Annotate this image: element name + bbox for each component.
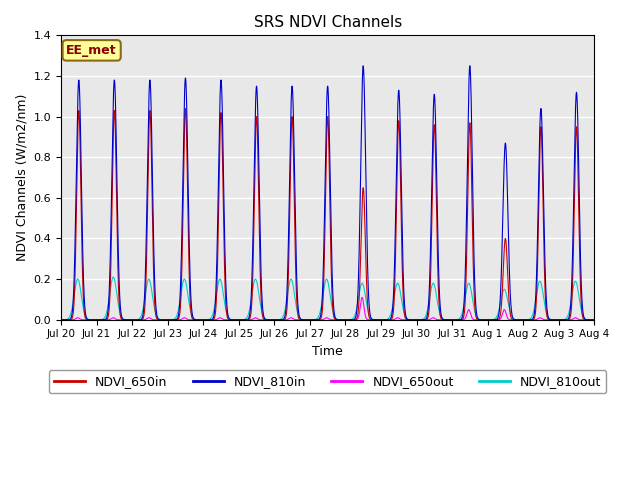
NDVI_650in [172,317,179,323]
NDVI_810in [589,317,596,323]
NDVI_650in [589,317,596,323]
Line: NDVI_650in: NDVI_650in [61,108,595,320]
NDVI_650out [57,317,65,323]
NDVI_650out [166,317,173,323]
NDVI_650in [166,317,173,323]
NDVI_810out [589,317,596,323]
Line: NDVI_810out: NDVI_810out [61,277,595,320]
NDVI_810out [57,317,65,323]
Line: NDVI_810in: NDVI_810in [61,66,595,320]
NDVI_810out [401,313,409,319]
NDVI_810in [477,317,484,323]
NDVI_650in [182,106,189,111]
Y-axis label: NDVI Channels (W/m2/nm): NDVI Channels (W/m2/nm) [15,94,28,261]
NDVI_650in [591,317,598,323]
Text: EE_met: EE_met [67,44,117,57]
NDVI_810in [466,63,474,69]
NDVI_810out [477,317,484,323]
NDVI_810in [172,317,179,323]
NDVI_810out [166,317,173,323]
Title: SRS NDVI Channels: SRS NDVI Channels [253,15,402,30]
NDVI_650out [591,317,598,323]
NDVI_810in [166,317,173,323]
X-axis label: Time: Time [312,345,343,358]
NDVI_810in [57,317,65,323]
NDVI_650in [57,317,65,323]
NDVI_650in [257,286,264,292]
NDVI_650out [358,295,366,300]
NDVI_650out [257,317,264,323]
NDVI_650in [477,317,484,323]
NDVI_650in [401,314,409,320]
NDVI_650out [172,317,179,323]
NDVI_810in [591,317,598,323]
NDVI_810out [257,303,264,309]
NDVI_650out [589,317,596,323]
NDVI_650out [477,317,484,323]
NDVI_650out [401,317,409,323]
Line: NDVI_650out: NDVI_650out [61,298,595,320]
NDVI_810in [257,256,264,262]
NDVI_810in [401,308,409,313]
NDVI_810out [172,315,179,321]
NDVI_810out [591,317,598,323]
NDVI_810out [109,274,117,280]
Legend: NDVI_650in, NDVI_810in, NDVI_650out, NDVI_810out: NDVI_650in, NDVI_810in, NDVI_650out, NDV… [49,370,606,393]
